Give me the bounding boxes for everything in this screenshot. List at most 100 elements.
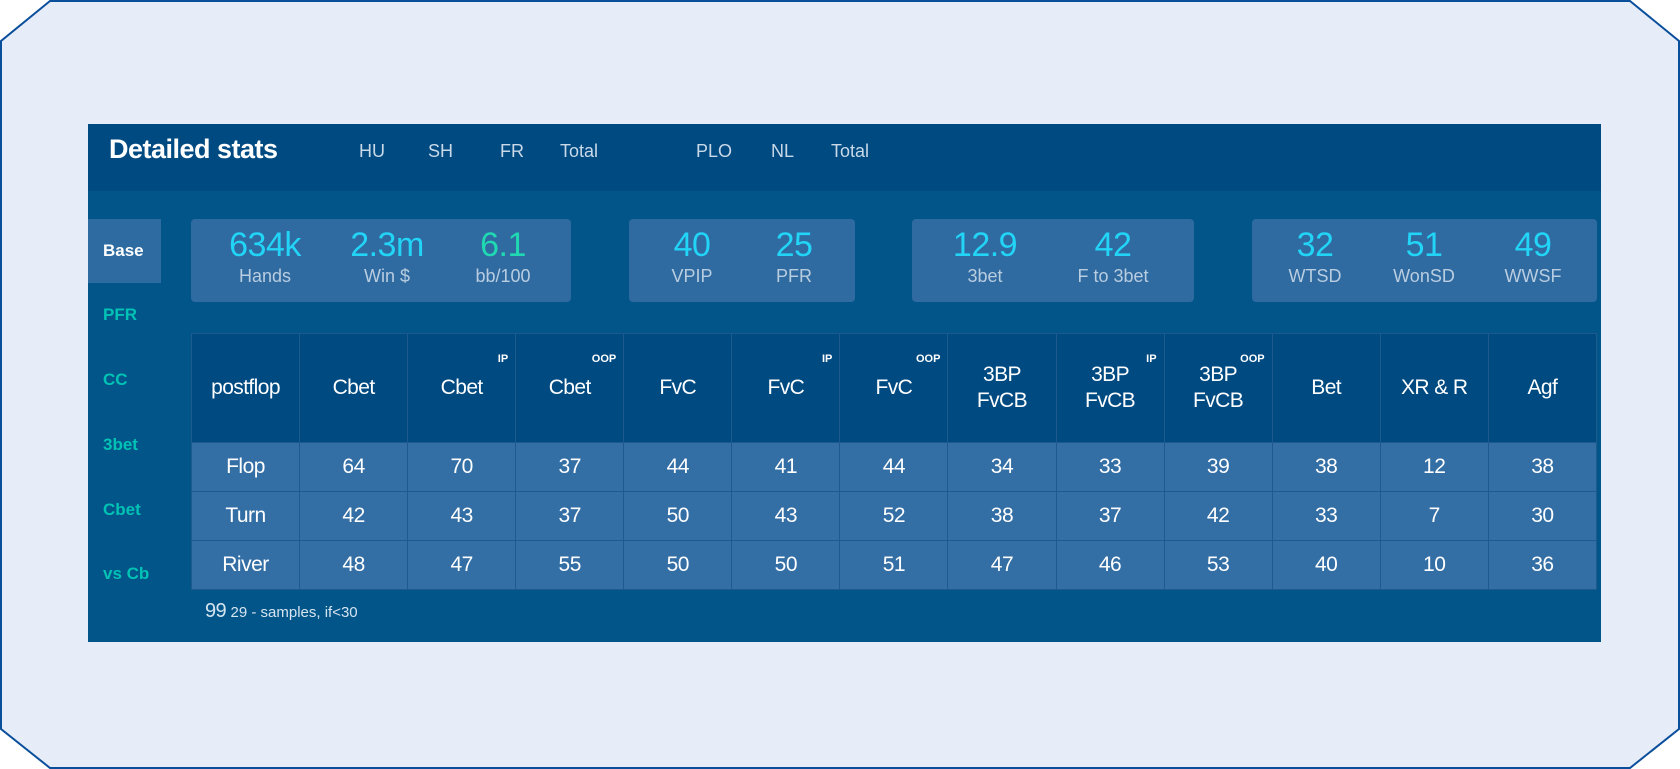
table-cell: 10 — [1379, 540, 1489, 590]
sidebar-item-cc[interactable]: CC — [103, 370, 128, 389]
wwsf-label: WWSF — [1504, 266, 1562, 286]
column-header-line1: FvC — [659, 376, 697, 399]
column-header-line2: FvCB — [976, 389, 1028, 412]
tab-total-table[interactable]: Total — [560, 141, 599, 161]
tab-plo[interactable]: PLO — [696, 141, 733, 161]
column-header[interactable]: Cbet IP — [407, 333, 517, 443]
hands-label: Hands — [238, 266, 292, 286]
column-header[interactable]: Agf — [1487, 333, 1598, 443]
table-cell: 41 — [731, 442, 841, 492]
tab-hu[interactable]: HU — [359, 141, 385, 161]
column-header[interactable]: XR & R — [1379, 333, 1489, 443]
column-header-line2: FvCB — [1193, 389, 1244, 412]
panel-title: Detailed stats — [109, 134, 278, 164]
column-header-line1: FvC — [767, 376, 805, 399]
table-cell: 33 — [1055, 442, 1165, 492]
column-header[interactable]: Bet — [1271, 333, 1381, 443]
table-cell: 33 — [1271, 491, 1381, 541]
position-tag: OOP — [1240, 353, 1265, 365]
street-label: Flop — [190, 442, 301, 492]
wtsd-value: 32 — [1296, 226, 1334, 264]
stat-win: 2.3m Win $ — [332, 225, 442, 287]
tab-total-game[interactable]: Total — [831, 141, 870, 161]
table-cell: 38 — [1487, 442, 1598, 492]
table-header-row: postflop Cbet Cbet IP Cbet OOP FvC FvC IP FvC OOP 3… — [190, 333, 1598, 443]
column-header[interactable]: Cbet — [299, 333, 409, 443]
column-header[interactable]: postflop — [190, 333, 301, 443]
table-row: Flop 64 70 37 44 41 44 34 33 39 38 12 38 — [190, 442, 1598, 492]
street-label: Turn — [190, 491, 301, 541]
position-tag: IP — [1146, 353, 1157, 365]
vpip-label: VPIP — [671, 266, 713, 286]
sidebar-item-vs-cb[interactable]: vs Cb — [103, 564, 150, 583]
table-cell: 70 — [407, 442, 517, 492]
table-cell: 12 — [1379, 442, 1489, 492]
table-cell: 55 — [515, 540, 625, 590]
column-header-line1: 3BP — [1199, 363, 1238, 386]
sidebar-item-cbet[interactable]: Cbet — [103, 500, 141, 519]
threebet-label: 3bet — [967, 266, 1003, 286]
table-cell: 39 — [1163, 442, 1273, 492]
table-cell: 43 — [731, 491, 841, 541]
table-cell: 38 — [947, 491, 1057, 541]
column-header[interactable]: 3BP FvCB OOP — [1163, 333, 1273, 443]
table-cell: 50 — [623, 540, 733, 590]
table-cell: 53 — [1163, 540, 1273, 590]
sidebar-item-base[interactable]: Base — [88, 219, 161, 283]
wonsd-label: WonSD — [1393, 266, 1455, 286]
vpip-value: 40 — [673, 226, 711, 264]
column-header-line1: 3BP — [1091, 363, 1130, 386]
table-cell: 46 — [1055, 540, 1165, 590]
table-cell: 30 — [1487, 491, 1598, 541]
table-cell: 36 — [1487, 540, 1598, 590]
table-cell: 37 — [515, 442, 625, 492]
postflop-stats-table: postflop Cbet Cbet IP Cbet OOP FvC FvC IP FvC OOP 3… — [190, 333, 1598, 590]
stat-card-showdown: 32 WTSD 51 WonSD 49 WWSF — [1252, 219, 1597, 302]
table-body: Flop 64 70 37 44 41 44 34 33 39 38 12 38 Turn 42 43 37 50… — [190, 442, 1598, 590]
wtsd-label: WTSD — [1288, 266, 1342, 286]
table-cell: 50 — [623, 491, 733, 541]
column-header-line2: FvCB — [1084, 389, 1136, 412]
stat-f-to-3bet: 42 F to 3bet — [1058, 225, 1168, 287]
tab-nl[interactable]: NL — [771, 141, 795, 161]
stat-3bet: 12.9 3bet — [930, 225, 1040, 287]
tab-sh[interactable]: SH — [428, 141, 454, 161]
sample-example-value: 99 — [205, 600, 227, 622]
column-header-line1: postflop — [211, 376, 280, 399]
pfr-value: 25 — [775, 226, 813, 264]
column-header-line1: Cbet — [548, 376, 592, 399]
fto3bet-value: 42 — [1094, 226, 1132, 264]
sidebar-item-pfr[interactable]: PFR — [103, 305, 137, 324]
table-cell: 64 — [299, 442, 409, 492]
stat-wwsf: 49 WWSF — [1478, 225, 1588, 287]
table-cell: 47 — [407, 540, 517, 590]
table-cell: 37 — [515, 491, 625, 541]
column-header-line1: FvC — [875, 376, 913, 399]
stat-hands: 634k Hands — [210, 225, 320, 287]
stat-vpip: 40 VPIP — [637, 225, 747, 287]
column-header-line1: Cbet — [332, 376, 376, 399]
position-tag: OOP — [915, 353, 941, 365]
table-cell: 34 — [947, 442, 1057, 492]
wwsf-value: 49 — [1514, 226, 1552, 264]
win-label: Win $ — [363, 266, 410, 286]
table-row: River 48 47 55 50 50 51 47 46 53 40 10 36 — [190, 540, 1598, 590]
column-header[interactable]: FvC OOP — [839, 333, 949, 443]
column-header-line1: Cbet — [440, 376, 484, 399]
wonsd-value: 51 — [1405, 226, 1443, 264]
fto3bet-label: F to 3bet — [1077, 266, 1149, 286]
column-header[interactable]: Cbet OOP — [515, 333, 625, 443]
sidebar-item-3bet[interactable]: 3bet — [103, 435, 138, 454]
column-header[interactable]: FvC — [623, 333, 733, 443]
tab-fr[interactable]: FR — [500, 141, 524, 161]
win-value: 2.3m — [350, 226, 424, 264]
table-cell: 48 — [299, 540, 409, 590]
bb100-value: 6.1 — [480, 226, 526, 264]
column-header[interactable]: FvC IP — [731, 333, 841, 443]
table-cell: 42 — [299, 491, 409, 541]
table-cell: 50 — [731, 540, 841, 590]
bb100-label: bb/100 — [475, 266, 531, 286]
table-cell: 52 — [839, 491, 949, 541]
column-header[interactable]: 3BP FvCB — [947, 333, 1057, 443]
column-header[interactable]: 3BP FvCB IP — [1055, 333, 1165, 443]
